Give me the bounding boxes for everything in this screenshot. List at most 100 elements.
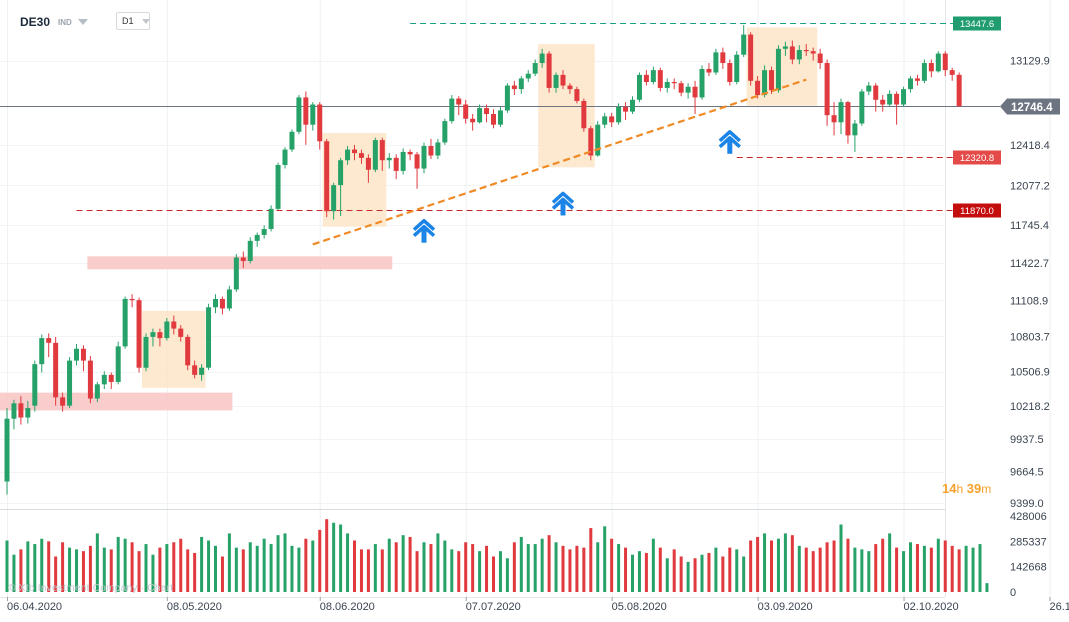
volume-bar — [193, 552, 197, 592]
volume-bar — [297, 547, 301, 592]
candle-body — [803, 49, 809, 52]
volume-bar — [151, 554, 155, 592]
volume-bar — [936, 538, 940, 592]
date-tick-label: 07.07.2020 — [466, 601, 521, 613]
candle-body — [831, 115, 837, 123]
candle-body — [345, 149, 351, 161]
volume-bar — [311, 540, 315, 592]
price-levels: 13447.6 12320.8 11870.0 12746.4 — [0, 16, 1060, 218]
candle-body — [859, 91, 865, 124]
candle-body — [762, 70, 768, 96]
candle-body — [755, 80, 761, 96]
chevron-down-icon — [77, 19, 88, 25]
volume-bar — [68, 547, 72, 592]
candle-body — [602, 116, 608, 125]
volume-bar — [436, 533, 440, 592]
volume-bar — [394, 542, 398, 592]
volume-bar — [88, 545, 92, 592]
volume-bar — [964, 545, 968, 592]
volume-bar — [179, 538, 183, 592]
candle-body — [595, 124, 601, 156]
candle-body — [407, 151, 413, 155]
candle-body — [685, 86, 691, 93]
candle-body — [817, 53, 823, 64]
candle-body — [53, 342, 59, 398]
volume-bar — [846, 538, 850, 592]
volume-bar — [589, 528, 593, 592]
candle-body — [921, 63, 927, 81]
up-arrow-shaft — [727, 139, 733, 154]
up-arrow-icon — [412, 224, 436, 238]
volume-bar — [971, 547, 975, 592]
volume-bar — [929, 547, 933, 592]
candle-body — [477, 108, 483, 123]
candle-body — [901, 89, 907, 105]
candle-body — [720, 52, 726, 64]
price-tick-label: 9399.0 — [1010, 498, 1044, 510]
volume-bar — [346, 533, 350, 592]
volume-bar — [818, 547, 822, 592]
volume-bar — [227, 533, 231, 592]
volume-bar — [693, 558, 697, 592]
candle-body — [400, 151, 406, 171]
volume-bar — [54, 556, 58, 592]
candle-body — [671, 81, 677, 84]
candle-body — [706, 68, 712, 73]
candle-body — [372, 140, 378, 170]
volume-bar — [186, 549, 190, 592]
volume-bar — [241, 549, 245, 592]
volume-bar — [957, 549, 961, 592]
up-arrow-shaft — [560, 201, 566, 216]
candle-body — [101, 374, 107, 385]
timeframe-dropdown[interactable]: D1 — [116, 12, 150, 30]
candle-body — [789, 46, 795, 60]
volume-bar — [505, 558, 509, 592]
countdown-minutes: 39 — [966, 481, 982, 496]
candle-body — [185, 336, 191, 366]
volume-bar — [922, 545, 926, 592]
volume-bar — [853, 547, 857, 592]
candle-body — [657, 70, 663, 88]
candle-body — [338, 160, 344, 186]
candle-body — [282, 149, 288, 165]
candle-body — [866, 85, 872, 92]
volume-bar — [116, 536, 120, 592]
volume-bar — [547, 535, 551, 592]
date-tick-label: 08.06.2020 — [320, 601, 375, 613]
volume-bar — [200, 536, 204, 592]
candle-body — [136, 300, 142, 368]
candle-body — [852, 123, 858, 136]
volume-bar — [874, 544, 878, 592]
candle-body — [623, 106, 629, 112]
volume-bar — [429, 544, 433, 592]
candle-body — [428, 146, 434, 156]
volume-bar — [596, 542, 600, 592]
volume-bar — [304, 538, 308, 592]
watermark: © Xtb Investment Company · Chart — [8, 583, 174, 594]
volume-bar — [325, 519, 329, 592]
instrument-type-badge: IND — [58, 17, 72, 27]
volume-bar — [457, 551, 461, 592]
volume-bar — [471, 544, 475, 592]
volume-bar — [888, 533, 892, 592]
volume-bar — [665, 558, 669, 592]
candle-body — [247, 240, 253, 262]
volume-bar — [770, 540, 773, 592]
volume-bar — [624, 547, 628, 592]
candle-body — [643, 74, 649, 82]
volume-bar — [380, 549, 384, 592]
volume-bar — [33, 544, 37, 592]
current-price-label: 12746.4 — [1011, 102, 1053, 114]
symbol-selector[interactable]: DE30 IND — [20, 12, 88, 32]
candle-body — [115, 346, 121, 382]
date-tick-label: 02.10.2020 — [904, 601, 959, 613]
candle-body — [810, 51, 816, 54]
candle-body — [845, 102, 851, 136]
volume-bar — [269, 544, 273, 592]
volume-bar — [353, 540, 356, 592]
candle-body — [539, 53, 545, 64]
price-tick-label: 12418.4 — [1010, 140, 1050, 152]
candle-body — [393, 157, 399, 171]
candle-body — [226, 289, 232, 309]
